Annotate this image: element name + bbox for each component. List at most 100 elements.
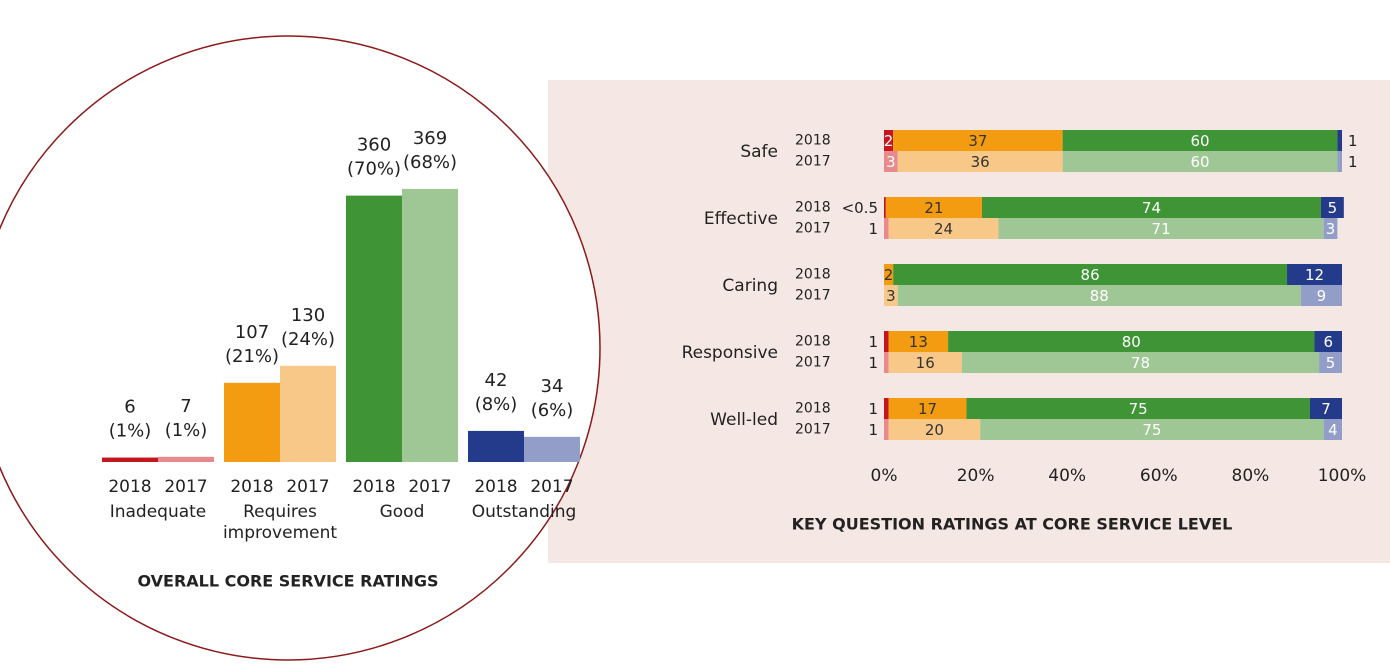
x-tick-label: 80%	[1232, 466, 1270, 486]
value-label: 24	[934, 220, 953, 238]
value-label: <0.5	[842, 199, 878, 217]
bar	[102, 457, 158, 462]
value-label: 1	[868, 421, 878, 439]
segment	[966, 398, 1310, 419]
segment	[897, 285, 1301, 306]
value-label: (8%)	[475, 394, 518, 415]
value-label: 71	[1152, 220, 1171, 238]
segment	[897, 151, 1063, 172]
segment	[888, 419, 981, 440]
segment	[1062, 130, 1338, 151]
x-tick-label: 60%	[1140, 466, 1178, 486]
value-label: 74	[1142, 199, 1161, 217]
value-label: 3	[886, 287, 896, 305]
x-tick-label: 40%	[1048, 466, 1086, 486]
segment	[1323, 419, 1342, 440]
value-label: 7	[180, 396, 191, 417]
value-label: 12	[1305, 266, 1324, 284]
value-label: 360	[357, 135, 391, 156]
value-label: 2	[884, 266, 894, 284]
value-label: 37	[968, 132, 987, 150]
bar	[468, 430, 524, 462]
value-label: 130	[291, 305, 325, 326]
segment	[1337, 151, 1342, 172]
segment	[885, 197, 983, 218]
year-label: 2017	[286, 477, 329, 497]
value-label: (1%)	[109, 421, 152, 442]
segment	[982, 197, 1321, 218]
segment	[1337, 130, 1342, 151]
x-tick-label: 20%	[957, 466, 995, 486]
value-label: (21%)	[225, 346, 279, 367]
segment	[980, 419, 1324, 440]
segment	[884, 419, 889, 440]
value-label: 2	[884, 132, 894, 150]
segment	[884, 398, 889, 419]
value-label: 369	[413, 128, 447, 149]
year-label: 2018	[108, 477, 151, 497]
segment	[884, 331, 889, 352]
year-label: 2018	[352, 477, 395, 497]
value-label: 1	[1348, 132, 1358, 150]
category-label: Responsive	[682, 343, 778, 363]
year-label: 2017	[795, 154, 831, 170]
value-label: 36	[971, 153, 990, 171]
category-label: Outstanding	[471, 502, 577, 522]
segment	[888, 398, 967, 419]
segment	[893, 130, 1063, 151]
value-label: 16	[916, 354, 935, 372]
category-label: Requires improvement	[222, 502, 338, 543]
year-label: 2017	[795, 221, 831, 237]
value-label: 17	[918, 400, 937, 418]
value-label: 80	[1122, 333, 1141, 351]
segment	[884, 197, 886, 218]
segment	[961, 352, 1320, 373]
year-label: 2018	[795, 334, 831, 350]
value-label: 6	[1323, 333, 1333, 351]
bar	[158, 456, 214, 462]
value-label: (70%)	[347, 159, 401, 180]
year-label: 2017	[795, 355, 831, 371]
value-label: (68%)	[403, 152, 457, 173]
year-label: 2018	[795, 133, 831, 149]
value-label: 9	[1317, 287, 1327, 305]
segment	[1309, 398, 1342, 419]
value-label: 1	[868, 400, 878, 418]
value-label: 1	[868, 220, 878, 238]
bar	[280, 365, 336, 462]
value-label: 78	[1131, 354, 1150, 372]
year-label: 2017	[164, 477, 207, 497]
segment	[893, 264, 1288, 285]
category-label: Effective	[704, 209, 778, 229]
year-label: 2018	[795, 267, 831, 283]
value-label: 20	[925, 421, 944, 439]
x-tick-label: 100%	[1318, 466, 1367, 486]
value-label: 75	[1129, 400, 1148, 418]
value-label: 3	[1326, 220, 1336, 238]
segment	[884, 151, 898, 172]
segment	[888, 218, 999, 239]
segment	[884, 218, 889, 239]
year-label: 2017	[408, 477, 451, 497]
value-label: (6%)	[531, 400, 574, 421]
segment	[998, 218, 1324, 239]
x-tick-label: 0%	[871, 466, 898, 486]
segment	[888, 331, 949, 352]
value-label: 21	[924, 199, 943, 217]
right-title: KEY QUESTION RATINGS AT CORE SERVICE LEV…	[792, 515, 1233, 534]
value-label: 5	[1328, 199, 1338, 217]
category-label: Inadequate	[109, 502, 207, 522]
segment	[1062, 151, 1338, 172]
bar	[346, 195, 402, 462]
year-label: 2018	[795, 401, 831, 417]
segment	[888, 352, 962, 373]
category-label: Safe	[740, 142, 778, 162]
year-label: 2018	[795, 200, 831, 216]
value-label: 1	[868, 354, 878, 372]
segment	[884, 285, 898, 306]
year-label: 2017	[530, 477, 573, 497]
segment	[1300, 285, 1342, 306]
year-label: 2017	[795, 288, 831, 304]
